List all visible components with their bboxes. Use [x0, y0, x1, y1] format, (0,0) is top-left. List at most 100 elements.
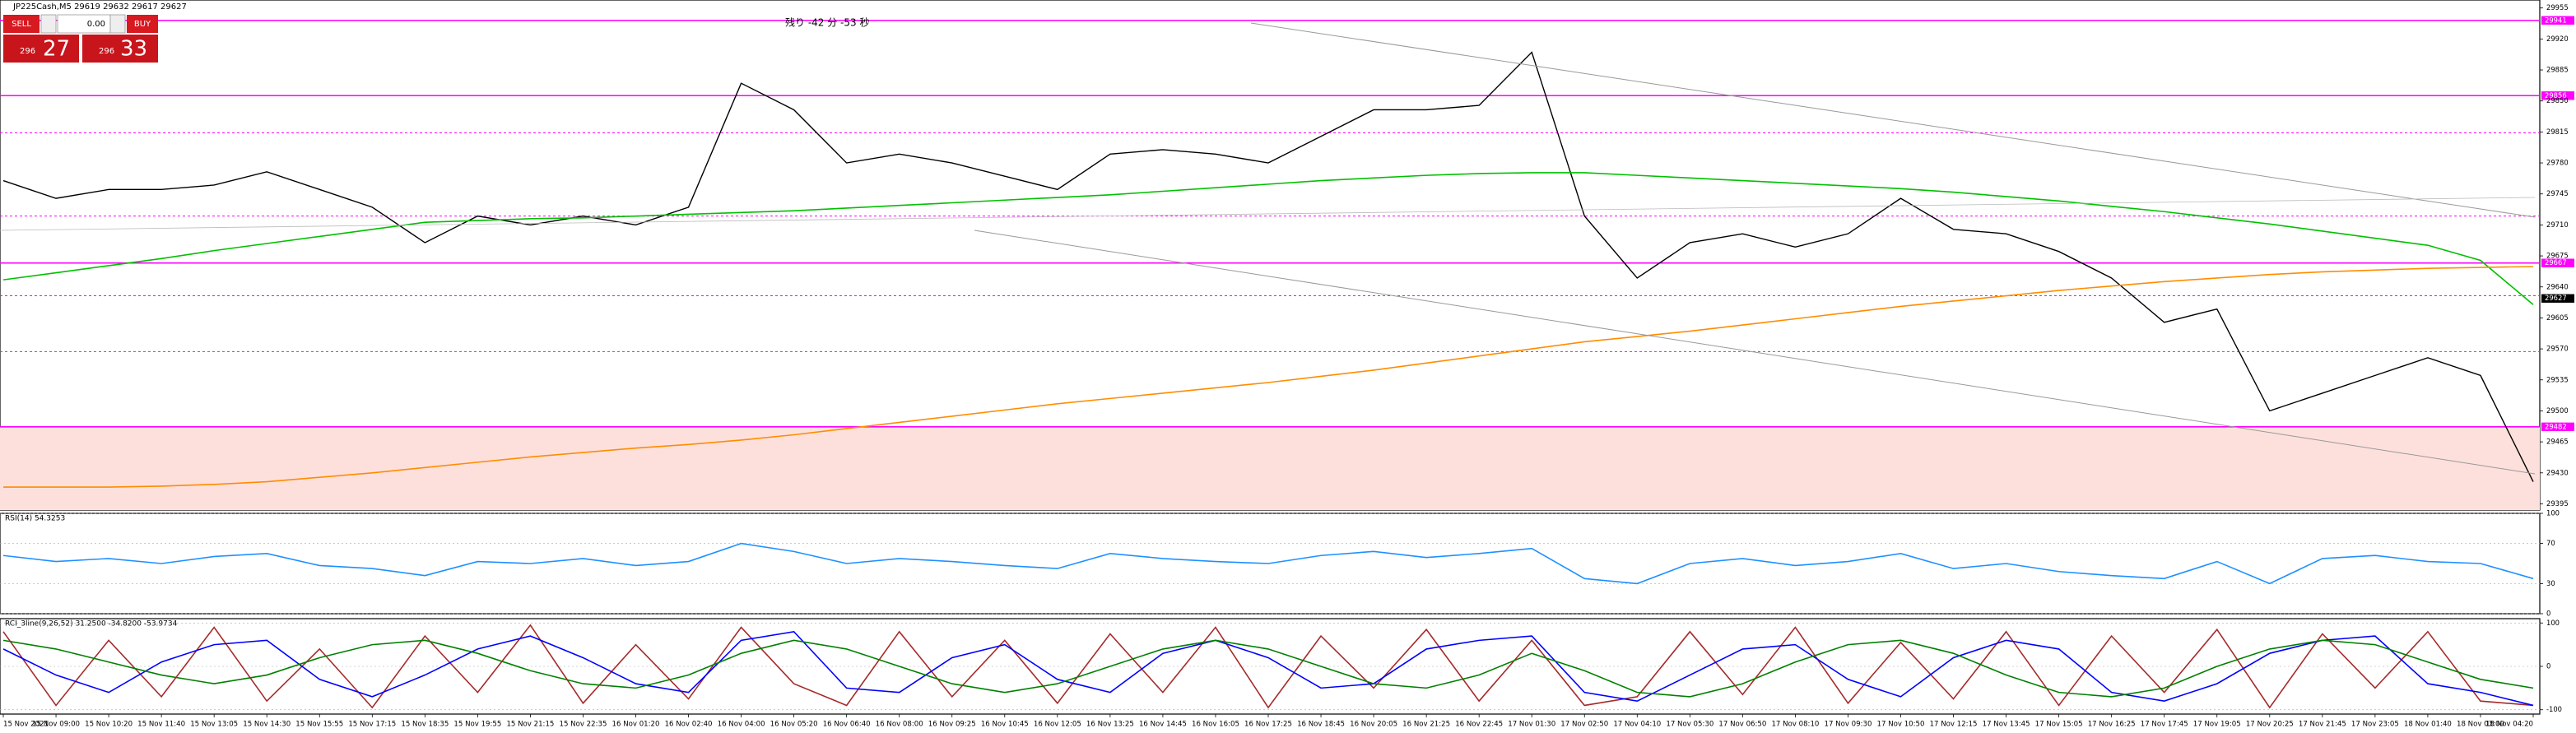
- x-tick-label: 17 Nov 23:05: [2351, 721, 2399, 729]
- sell-button[interactable]: [3, 15, 40, 33]
- lot-value: 0.00: [87, 20, 105, 29]
- x-tick-label: 15 Nov 13:05: [190, 721, 238, 729]
- series-line: [2, 542, 2534, 585]
- x-tick-label: 16 Nov 17:25: [1244, 721, 1292, 729]
- x-tick-label: 17 Nov 20:25: [2246, 721, 2294, 729]
- x-tick-label: 18 Nov 03:00: [2457, 721, 2504, 729]
- buy-button[interactable]: [127, 15, 158, 33]
- x-tick-label: 17 Nov 10:50: [1877, 721, 1925, 729]
- zone: [0, 426, 2540, 510]
- y-tick-label: 29605: [2546, 313, 2569, 322]
- x-tick-label: 17 Nov 06:50: [1718, 721, 1766, 729]
- x-tick-label: 16 Nov 16:05: [1192, 721, 1239, 729]
- lot-down[interactable]: [40, 14, 57, 34]
- symbol-header: JP225Cash,M5 29619 29632 29617 29627: [12, 2, 187, 12]
- level-label: 29482: [2545, 422, 2567, 430]
- buy-price-big: 33: [120, 37, 147, 62]
- x-tick-label: 16 Nov 10:45: [981, 721, 1029, 729]
- level-label: 29667: [2545, 258, 2567, 267]
- y-tick-label: 29920: [2546, 35, 2569, 43]
- sell-price-big: 27: [43, 37, 70, 62]
- y-tick-label: 29640: [2546, 282, 2569, 290]
- x-tick-label: 16 Nov 08:00: [876, 721, 923, 729]
- y-tick-label: 29780: [2546, 159, 2569, 167]
- y-tick-label: 29710: [2546, 220, 2569, 229]
- y-tick-label: 29745: [2546, 189, 2569, 197]
- x-tick-label: 16 Nov 09:25: [928, 721, 976, 729]
- y-tick-label: 29500: [2546, 406, 2569, 415]
- x-tick-label: 16 Nov 14:45: [1139, 721, 1187, 729]
- x-tick-label: 16 Nov 06:40: [823, 721, 871, 729]
- x-tick-label: 15 Nov 17:15: [348, 721, 396, 729]
- x-tick-label: 16 Nov 13:25: [1086, 721, 1134, 729]
- y-tick-label: 29570: [2546, 345, 2569, 353]
- x-tick-label: 16 Nov 05:20: [770, 721, 818, 729]
- series-line: [2, 639, 2534, 698]
- y-tick-label: 29395: [2546, 499, 2569, 508]
- current-price-tag: [2541, 294, 2574, 303]
- panel-frame: [0, 513, 2541, 615]
- series-line: [3, 266, 2534, 488]
- x-tick-label: 15 Nov 09:00: [32, 721, 80, 729]
- y-tick-label: 29675: [2546, 252, 2569, 260]
- sell-label: SELL: [12, 20, 31, 29]
- y-tick-label: 29430: [2546, 468, 2569, 476]
- y-tick-label: 29535: [2546, 375, 2569, 383]
- y-tick-label: 29850: [2546, 96, 2569, 104]
- y-tick-label: 70: [2546, 539, 2555, 547]
- x-tick-label: 16 Nov 02:40: [665, 721, 713, 729]
- x-tick-label: 17 Nov 05:30: [1666, 721, 1713, 729]
- level-label: 29941: [2545, 16, 2567, 24]
- x-tick-label: 17 Nov 17:45: [2141, 721, 2188, 729]
- buy-price-small: 296: [99, 47, 114, 56]
- y-tick-label: -100: [2546, 705, 2562, 713]
- buy-label: BUY: [134, 20, 151, 29]
- y-tick-label: 30: [2546, 579, 2555, 587]
- level-tag: [2541, 422, 2574, 432]
- x-tick-label: 17 Nov 19:05: [2193, 721, 2241, 729]
- x-tick-label: 16 Nov 22:45: [1455, 721, 1503, 729]
- x-tick-label: 15 Nov 15:55: [295, 721, 343, 729]
- x-tick-label: 15 Nov 21:15: [506, 721, 554, 729]
- x-tick-label: 17 Nov 15:05: [2035, 721, 2083, 729]
- y-tick-label: 0: [2546, 610, 2550, 618]
- sell-price-small: 296: [20, 47, 35, 56]
- y-tick-label: 100: [2546, 619, 2560, 627]
- indicator-title: RCI_3line(9,26,52) 31.2500 -34.8200 -53.…: [5, 620, 178, 629]
- sell-price-box[interactable]: [3, 35, 79, 63]
- x-tick-label: 17 Nov 13:45: [1983, 721, 2030, 729]
- y-tick-label: 29885: [2546, 66, 2569, 74]
- y-tick-label: 0: [2546, 662, 2550, 670]
- level-tag: [2541, 91, 2574, 100]
- x-tick-label: 16 Nov 12:05: [1034, 721, 1081, 729]
- x-tick-label: 17 Nov 09:30: [1824, 721, 1872, 729]
- series-line: [2, 630, 2534, 707]
- y-tick-label: 29815: [2546, 128, 2569, 136]
- x-tick-label: 16 Nov 20:05: [1350, 721, 1397, 729]
- x-tick-label: 17 Nov 01:30: [1508, 721, 1555, 729]
- y-tick-label: 100: [2546, 509, 2560, 517]
- countdown: 残り -42 分 -53 秒: [785, 17, 869, 29]
- x-tick-label: 17 Nov 12:15: [1930, 721, 1978, 729]
- trend-line: [1250, 22, 2536, 218]
- x-tick-label: 15 Nov 10:20: [85, 721, 133, 729]
- x-tick-label: 15 Nov 14:30: [243, 721, 291, 729]
- buy-price-box[interactable]: [82, 35, 158, 63]
- x-tick-label: 16 Nov 01:20: [612, 721, 660, 729]
- series-line: [2, 172, 2534, 305]
- lot-up[interactable]: [109, 14, 126, 34]
- series-line: [2, 51, 2534, 482]
- x-tick-label: 17 Nov 08:10: [1771, 721, 1819, 729]
- indicator-title: RSI(14) 54.3253: [5, 515, 65, 523]
- x-tick-label: 15 Nov 18:35: [401, 721, 449, 729]
- x-tick-label: 17 Nov 04:10: [1613, 721, 1661, 729]
- x-tick-label: 17 Nov 16:25: [2088, 721, 2136, 729]
- x-tick-label: 16 Nov 21:25: [1402, 721, 1450, 729]
- x-tick-label: 15 Nov 22:35: [559, 721, 607, 729]
- trade-panel: SELL 0.00 BUY 296 27 296 33: [3, 14, 158, 63]
- x-tick-label: 15 Nov 11:40: [137, 721, 185, 729]
- x-tick-label: 18 Nov 01:40: [2404, 721, 2452, 729]
